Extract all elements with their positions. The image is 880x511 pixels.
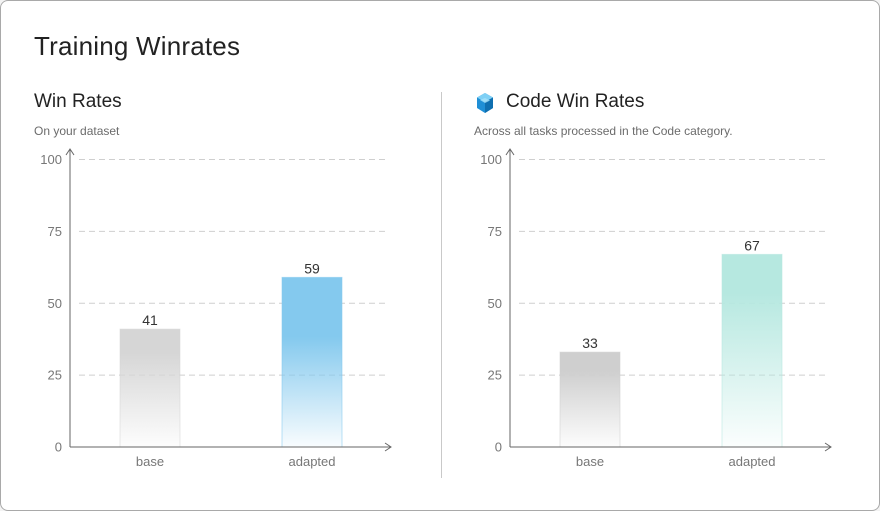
y-tick-label: 100 (480, 152, 502, 167)
bar-base (559, 351, 621, 448)
win-rates-chart: 0 25 50 75 100 41 base 59 adapted (40, 148, 392, 469)
bar-value-label: 59 (304, 260, 320, 276)
x-category-label: base (576, 454, 604, 469)
x-category-label: adapted (289, 454, 336, 469)
panel-divider (441, 92, 442, 478)
y-axis-arrow (65, 148, 75, 156)
x-axis-arrow (384, 442, 392, 452)
y-tick-label: 0 (55, 440, 62, 455)
bar-adapted (721, 253, 783, 448)
panel-subtitle: Across all tasks processed in the Code c… (474, 124, 733, 138)
y-tick-label: 75 (488, 224, 502, 239)
x-axis-arrow (824, 442, 832, 452)
y-tick-label: 75 (48, 224, 62, 239)
y-tick-label: 50 (48, 296, 62, 311)
code-category-icon (477, 93, 493, 113)
x-category-label: base (136, 454, 164, 469)
bar-value-label: 41 (142, 312, 158, 328)
bar-base (119, 328, 181, 448)
bar-value-label: 67 (744, 237, 760, 253)
panel-title: Win Rates (34, 91, 122, 112)
panel-subtitle: On your dataset (34, 124, 120, 138)
code-win-rates-panel: Code Win Rates Across all tasks processe… (441, 1, 861, 510)
y-tick-label: 100 (40, 152, 62, 167)
page-title: Training Winrates (34, 31, 241, 61)
panel-title: Code Win Rates (506, 91, 645, 112)
code-win-rates-chart: 0 25 50 75 100 33 base 67 adapted (480, 148, 832, 469)
y-tick-label: 50 (488, 296, 502, 311)
y-axis-arrow (505, 148, 515, 156)
y-tick-label: 0 (495, 440, 502, 455)
bar-adapted (281, 276, 343, 448)
bar-value-label: 33 (582, 335, 598, 351)
y-tick-label: 25 (48, 368, 62, 383)
win-rates-panel: Win Rates On your dataset 0 25 50 75 100 41 ba… (1, 1, 421, 510)
y-tick-label: 25 (488, 368, 502, 383)
x-category-label: adapted (729, 454, 776, 469)
